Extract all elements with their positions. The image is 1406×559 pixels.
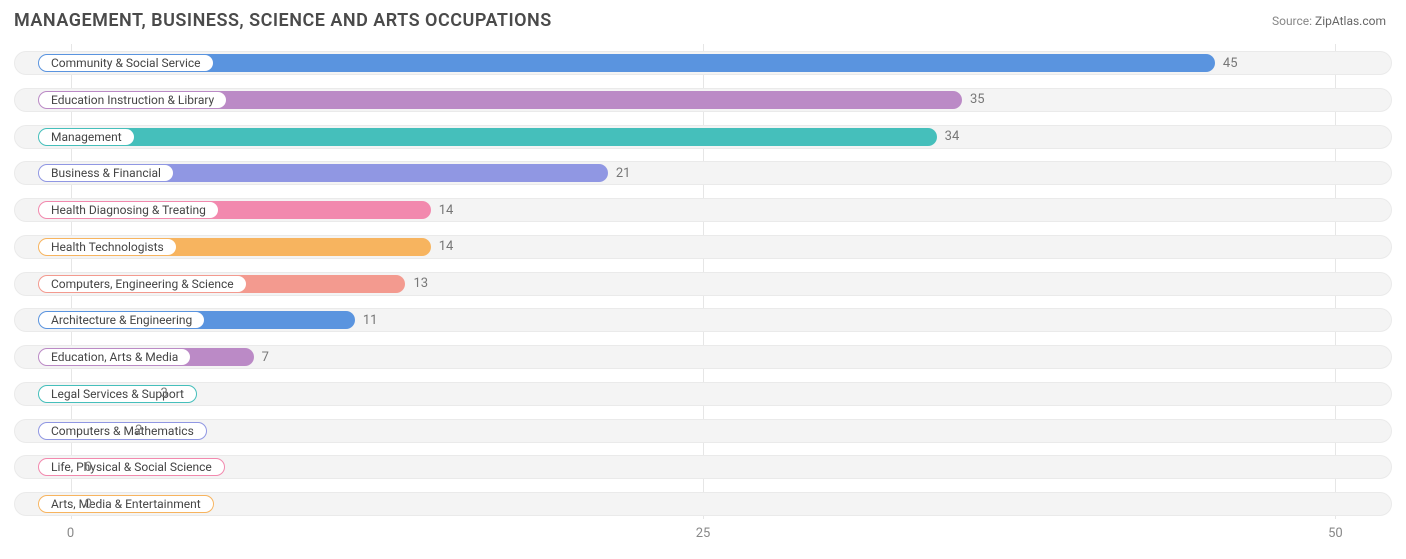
source-label: Source: bbox=[1272, 14, 1312, 28]
xaxis-tick-label: 25 bbox=[696, 526, 711, 541]
bar-row: Education, Arts & Media 7 bbox=[14, 342, 1392, 372]
chart-title: MANAGEMENT, BUSINESS, SCIENCE AND ARTS O… bbox=[14, 10, 552, 31]
bar-row: Education Instruction & Library 35 bbox=[14, 85, 1392, 115]
category-pill: Legal Services & Support bbox=[38, 385, 197, 403]
bar-row: Computers, Engineering & Science 13 bbox=[14, 269, 1392, 299]
bar-row: Management 34 bbox=[14, 122, 1392, 152]
bar-row: Architecture & Engineering 11 bbox=[14, 305, 1392, 335]
bar-value-label: 21 bbox=[608, 158, 631, 188]
bar-row: Arts, Media & Entertainment0 bbox=[14, 489, 1392, 519]
bar-value-label: 11 bbox=[355, 305, 378, 335]
category-pill: Architecture & Engineering bbox=[38, 311, 205, 329]
bar-value-label: 0 bbox=[77, 452, 92, 482]
bar-row: Health Technologists 14 bbox=[14, 232, 1392, 262]
bar-value-label: 7 bbox=[254, 342, 269, 372]
category-pill: Education Instruction & Library bbox=[38, 91, 227, 109]
chart-source: Source: ZipAtlas.com bbox=[1272, 14, 1386, 28]
bar-value-label: 45 bbox=[1215, 48, 1238, 78]
bar bbox=[65, 128, 937, 146]
bar-value-label: 3 bbox=[152, 379, 167, 409]
bar-row: Business & Financial 21 bbox=[14, 158, 1392, 188]
bar-track bbox=[14, 492, 1392, 516]
category-pill: Life, Physical & Social Science bbox=[38, 458, 225, 476]
category-pill: Management bbox=[38, 128, 135, 146]
bar-value-label: 34 bbox=[937, 122, 960, 152]
category-pill: Computers & Mathematics bbox=[38, 422, 207, 440]
bar-value-label: 14 bbox=[431, 195, 454, 225]
xaxis-tick-label: 50 bbox=[1328, 526, 1343, 541]
category-pill: Health Diagnosing & Treating bbox=[38, 201, 219, 219]
source-name: ZipAtlas.com bbox=[1315, 14, 1386, 28]
category-pill: Computers, Engineering & Science bbox=[38, 275, 247, 293]
bar-rows: Community & Social Service 45 Education In… bbox=[14, 48, 1392, 519]
bar-track bbox=[14, 382, 1392, 406]
category-pill: Health Technologists bbox=[38, 238, 177, 256]
category-pill: Business & Financial bbox=[38, 164, 174, 182]
bar-value-label: 0 bbox=[77, 489, 92, 519]
bar-row: Community & Social Service 45 bbox=[14, 48, 1392, 78]
bar bbox=[65, 54, 1215, 72]
bar-value-label: 35 bbox=[962, 85, 985, 115]
bar-value-label: 14 bbox=[431, 232, 454, 262]
category-pill: Community & Social Service bbox=[38, 54, 214, 72]
bar-value-label: 13 bbox=[405, 269, 428, 299]
bar-value-label: 2 bbox=[127, 416, 142, 446]
bar-row: Health Diagnosing & Treating 14 bbox=[14, 195, 1392, 225]
category-pill: Education, Arts & Media bbox=[38, 348, 191, 366]
bar-row: Life, Physical & Social Science0 bbox=[14, 452, 1392, 482]
bar-row: Computers & Mathematics2 bbox=[14, 416, 1392, 446]
chart-area: Community & Social Service 45 Education In… bbox=[14, 44, 1392, 541]
xaxis-tick-label: 0 bbox=[67, 526, 74, 541]
category-pill: Arts, Media & Entertainment bbox=[38, 495, 214, 513]
bar-row: Legal Services & Support3 bbox=[14, 379, 1392, 409]
bar-track bbox=[14, 419, 1392, 443]
